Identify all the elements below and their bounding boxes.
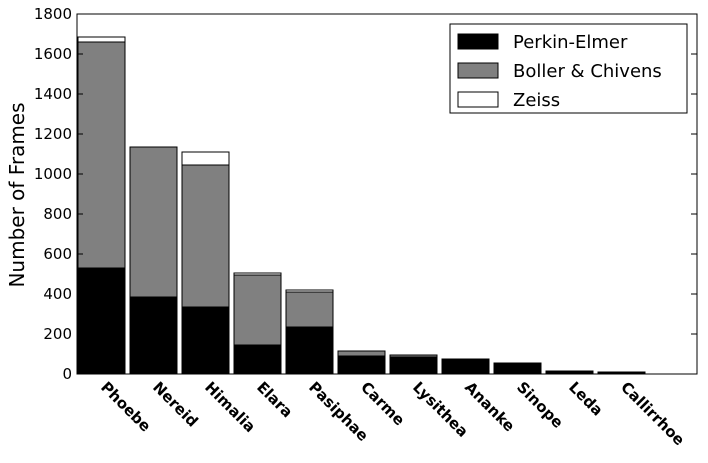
bar-nereid-perkin-elmer [129,296,178,375]
bar-ananke-perkin-elmer [441,358,490,375]
y-tick-label: 0 [62,365,72,383]
y-tick-label: 800 [43,205,72,223]
bar-pasiphae-perkin-elmer [285,326,334,375]
y-tick-label: 200 [43,325,72,343]
x-category-label: Carme [357,378,408,429]
bar-nereid-boller-chivens [129,146,178,298]
x-category-label: Callirrhoe [617,378,688,449]
bar-elara-zeiss [233,272,282,276]
x-category-label: Himalia [201,378,259,436]
bar-pasiphae-boller-chivens [285,291,334,328]
bar-pasiphae-zeiss [285,289,334,293]
bar-phoebe-boller-chivens [77,41,126,269]
bar-elara-boller-chivens [233,274,282,346]
legend-label: Perkin-Elmer [513,32,628,53]
legend-label: Zeiss [513,90,560,111]
y-tick-label: 1600 [34,45,72,63]
x-category-label: Elara [253,378,296,421]
y-tick-label: 1800 [34,5,72,23]
y-tick-label: 1200 [34,125,72,143]
legend-swatch [457,62,499,79]
x-category-label: Leda [565,378,606,419]
bar-phoebe-zeiss [77,36,126,43]
bar-himalia-zeiss [181,151,230,166]
x-category-label: Phoebe [97,378,154,435]
y-tick-label: 600 [43,245,72,263]
legend: Perkin-Elmer Boller & Chivens Zeiss [449,23,688,114]
y-axis-ticks: 0 200 400 600 800 1000 1200 1400 1600 1800 [34,5,697,383]
bar-himalia-boller-chivens [181,164,230,308]
bar-lysithea-perkin-elmer [389,356,438,375]
y-tick-label: 400 [43,285,72,303]
bar-phoebe-perkin-elmer [77,267,126,375]
legend-swatch [457,91,499,108]
bar-elara-perkin-elmer [233,344,282,375]
bar-carme-boller-chivens [337,350,386,357]
y-tick-label: 1000 [34,165,72,183]
x-category-label: Lysithea [409,378,472,441]
y-tick-label: 1400 [34,85,72,103]
legend-label: Boller & Chivens [513,61,662,82]
bar-sinope-perkin-elmer [493,362,542,375]
x-category-label: Sinope [513,378,567,432]
bar-lysithea-boller-chivens [389,354,438,358]
y-axis-title: Number of Frames [5,102,29,287]
bar-carme-perkin-elmer [337,355,386,375]
x-category-label: Nereid [149,378,201,430]
bar-himalia-perkin-elmer [181,306,230,375]
legend-swatch [457,33,499,50]
bars-group [77,36,646,375]
plot-frame [76,13,698,375]
